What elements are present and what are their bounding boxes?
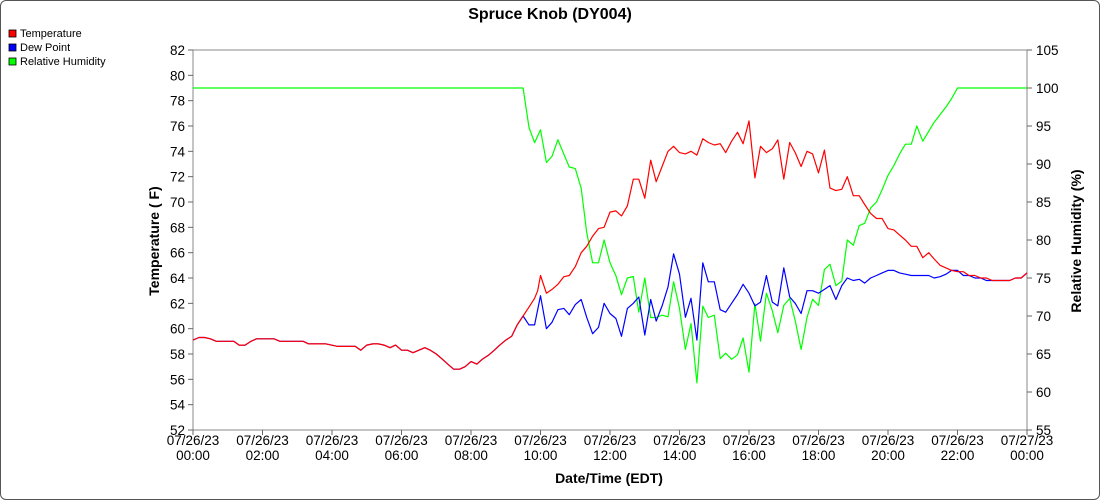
series-line-temperature bbox=[192, 120, 1028, 370]
y2-tick-label: 55 bbox=[1036, 423, 1051, 438]
x-tick-label-time: 22:00 bbox=[941, 448, 975, 463]
x-tick-label-date: 07/26/23 bbox=[236, 433, 289, 448]
y-tick-label: 74 bbox=[170, 144, 186, 159]
x-axis-title: Date/Time (EDT) bbox=[555, 470, 663, 486]
legend-swatch bbox=[8, 57, 17, 66]
x-tick-label-time: 14:00 bbox=[663, 448, 697, 463]
y-tick-label: 72 bbox=[170, 170, 185, 185]
y-tick-label: 60 bbox=[170, 322, 185, 337]
chart-title: Spruce Knob (DY004) bbox=[468, 6, 632, 23]
y-axis-left: 52 54 56 58 60 62 64 66 68 70 72 74 76 78 80 82 bbox=[170, 43, 193, 438]
plot-border bbox=[192, 49, 1028, 431]
y2-tick-label: 85 bbox=[1036, 195, 1051, 210]
legend: Temperature Dew Point Relative Humidity bbox=[8, 28, 106, 68]
y-tick-label: 82 bbox=[170, 43, 185, 58]
x-tick-label-date: 07/26/23 bbox=[514, 433, 567, 448]
y-tick-label: 66 bbox=[170, 246, 185, 261]
x-tick-label-time: 06:00 bbox=[385, 448, 419, 463]
y-axis-title: Temperature ( F) bbox=[146, 186, 162, 295]
x-tick-label-date: 07/26/23 bbox=[306, 433, 359, 448]
y2-tick-label: 95 bbox=[1036, 119, 1051, 134]
x-tick-label-date: 07/26/23 bbox=[931, 433, 984, 448]
x-tick-label-time: 20:00 bbox=[871, 448, 905, 463]
y2-axis-title: Relative Humidity (%) bbox=[1068, 169, 1084, 312]
y2-tick-label: 65 bbox=[1036, 347, 1051, 362]
x-tick-label-time: 00:00 bbox=[1010, 448, 1044, 463]
legend-swatch bbox=[8, 29, 17, 38]
x-tick-label-date: 07/26/23 bbox=[375, 433, 428, 448]
y-tick-label: 62 bbox=[170, 296, 185, 311]
legend-label: Relative Humidity bbox=[20, 56, 106, 68]
x-tick-label-time: 08:00 bbox=[454, 448, 488, 463]
x-axis: 07/26/2300:0007/26/2302:0007/26/2304:000… bbox=[167, 430, 1054, 463]
legend-label: Dew Point bbox=[20, 42, 70, 54]
y-tick-label: 64 bbox=[170, 271, 186, 286]
y-tick-label: 58 bbox=[170, 347, 185, 362]
y-tick-label: 54 bbox=[170, 398, 186, 413]
x-tick-label-time: 12:00 bbox=[593, 448, 627, 463]
y-tick-label: 70 bbox=[170, 195, 185, 210]
x-tick-label-date: 07/26/23 bbox=[167, 433, 220, 448]
y2-tick-label: 70 bbox=[1036, 309, 1051, 324]
x-tick-label-time: 04:00 bbox=[315, 448, 349, 463]
y-tick-label: 80 bbox=[170, 68, 185, 83]
y2-tick-label: 90 bbox=[1036, 157, 1051, 172]
y-tick-label: 76 bbox=[170, 119, 185, 134]
x-tick-label-date: 07/26/23 bbox=[445, 433, 498, 448]
x-tick-label-time: 00:00 bbox=[176, 448, 210, 463]
x-tick-label-time: 10:00 bbox=[524, 448, 558, 463]
y-tick-label: 78 bbox=[170, 94, 185, 109]
x-tick-label-time: 16:00 bbox=[732, 448, 766, 463]
plot-area bbox=[192, 49, 1028, 431]
y-tick-label: 68 bbox=[170, 220, 185, 235]
y-tick-label: 52 bbox=[170, 423, 185, 438]
legend-label: Temperature bbox=[20, 28, 82, 40]
x-tick-label-date: 07/27/23 bbox=[1001, 433, 1054, 448]
y2-tick-label: 105 bbox=[1036, 43, 1059, 58]
legend-swatch bbox=[8, 43, 17, 52]
y2-tick-label: 75 bbox=[1036, 271, 1051, 286]
y2-tick-label: 100 bbox=[1036, 81, 1059, 96]
series-line-relative-humidity bbox=[193, 87, 1027, 384]
x-tick-label-date: 07/26/23 bbox=[862, 433, 915, 448]
y-tick-label: 56 bbox=[170, 372, 185, 387]
x-tick-label-date: 07/26/23 bbox=[584, 433, 637, 448]
x-tick-label-date: 07/26/23 bbox=[792, 433, 845, 448]
x-tick-label-date: 07/26/23 bbox=[653, 433, 706, 448]
x-tick-label-time: 18:00 bbox=[802, 448, 836, 463]
x-tick-label-time: 02:00 bbox=[246, 448, 280, 463]
y2-tick-label: 60 bbox=[1036, 385, 1051, 400]
y2-tick-label: 80 bbox=[1036, 233, 1051, 248]
y-axis-right: 55 60 65 70 75 80 85 90 95 100 105 bbox=[1027, 43, 1059, 438]
x-tick-label-date: 07/26/23 bbox=[723, 433, 776, 448]
